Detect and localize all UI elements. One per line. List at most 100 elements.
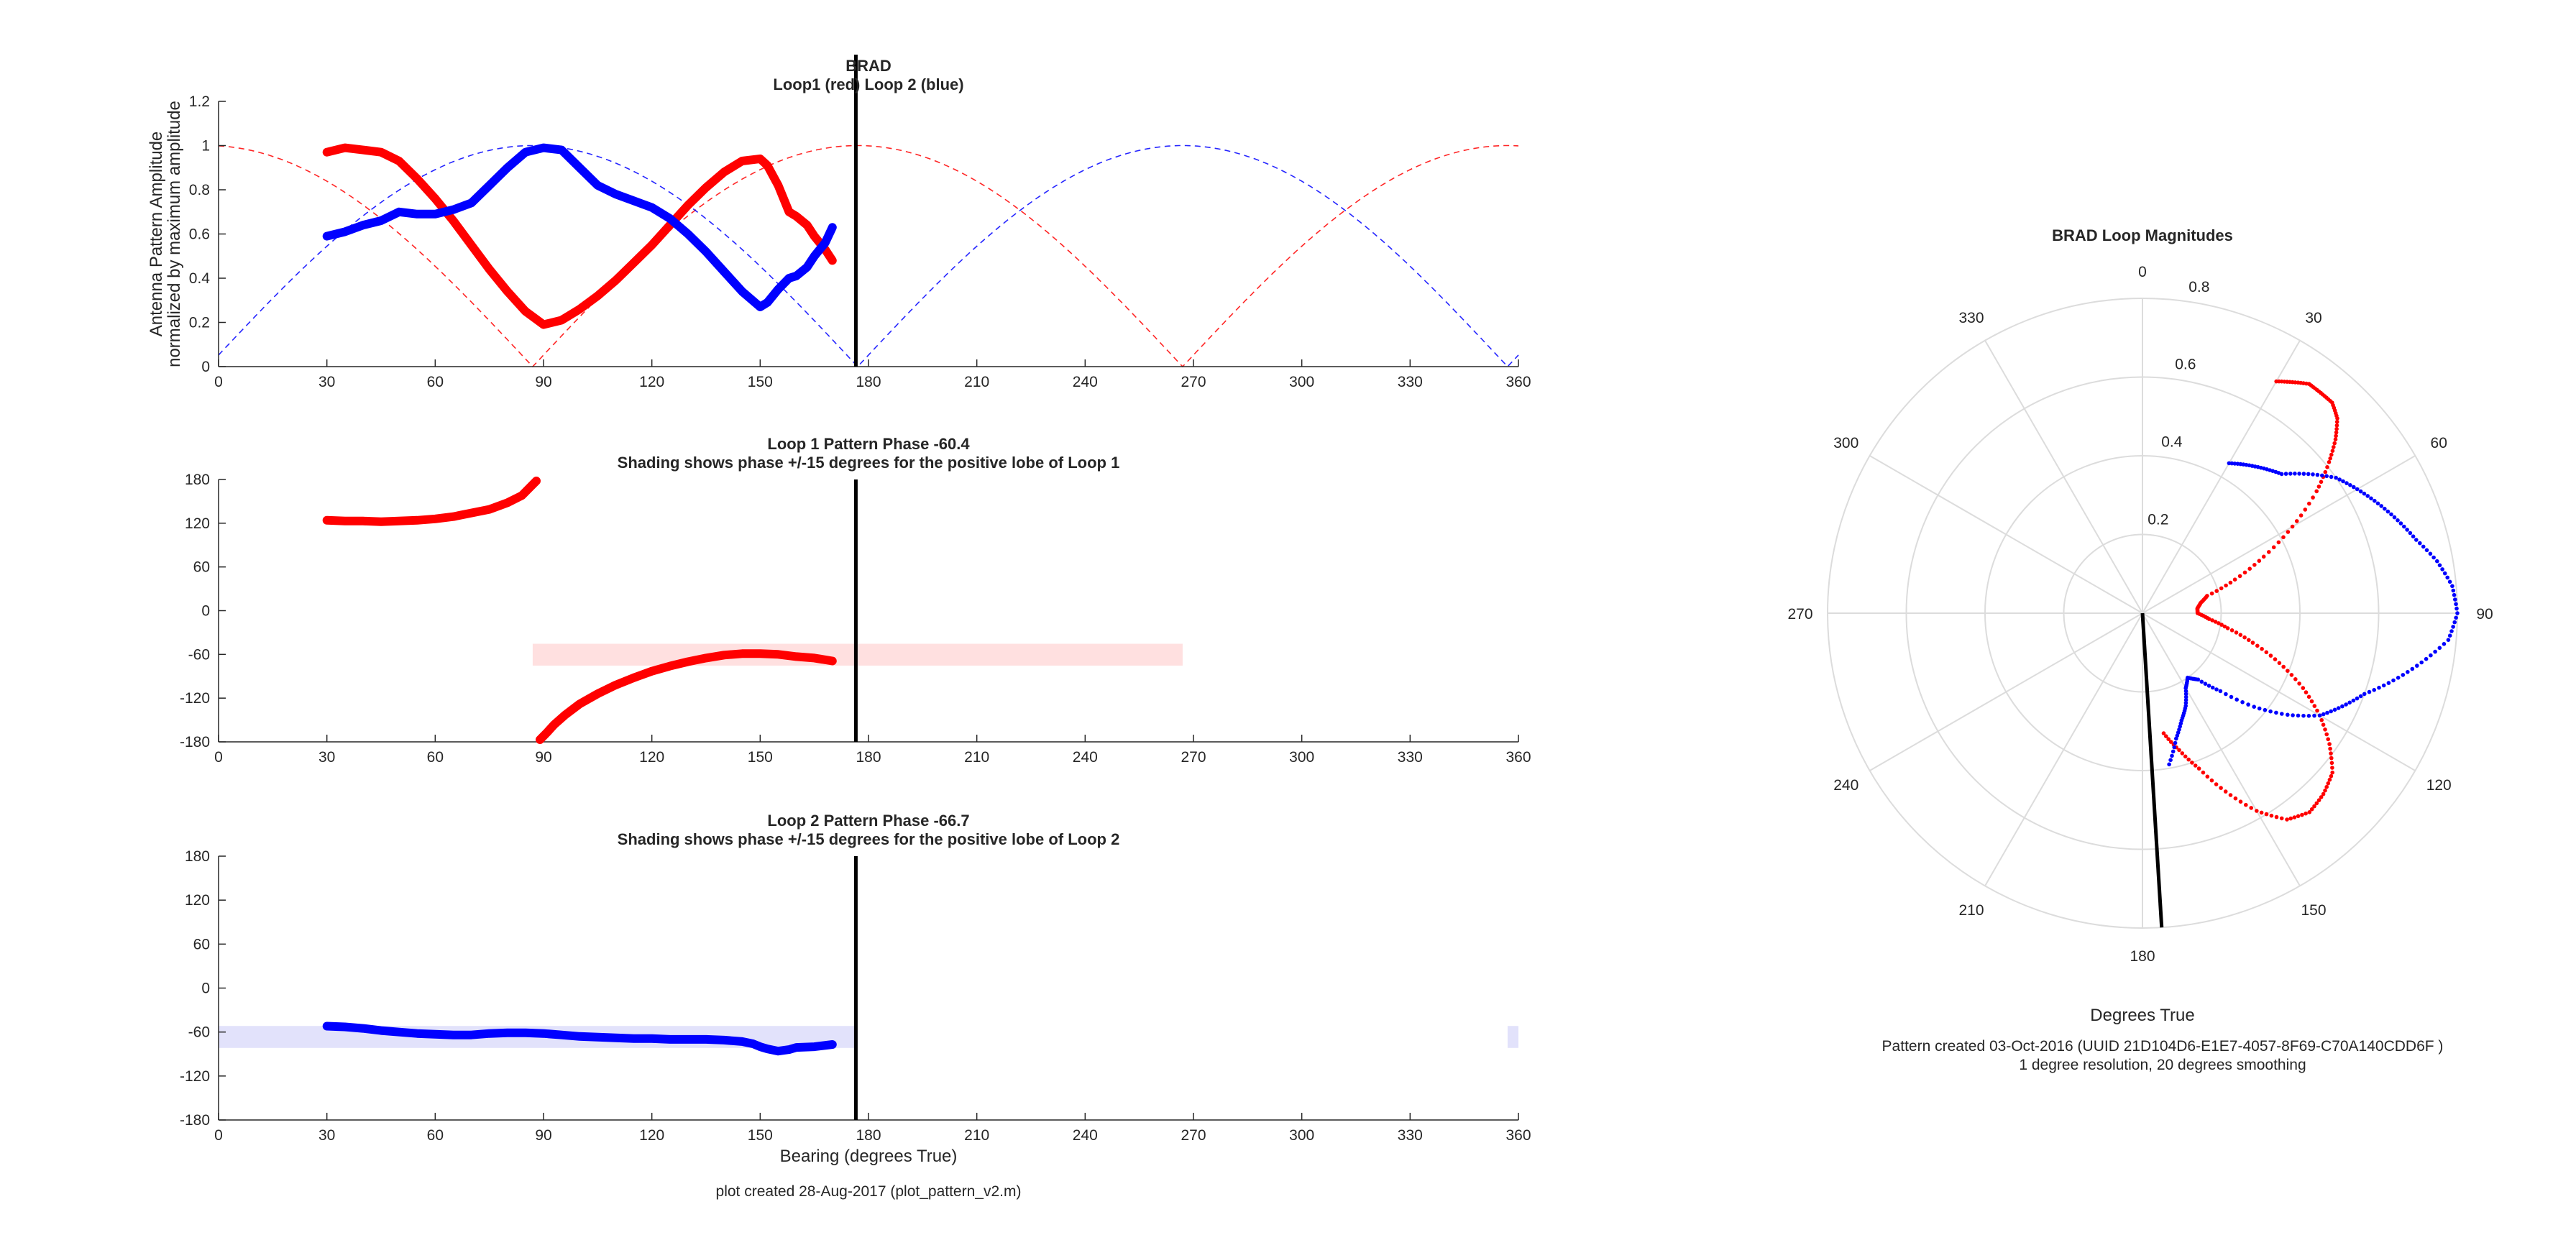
loop2-polar-data-point — [2296, 713, 2301, 718]
loop1-polar-data-point — [2286, 669, 2290, 673]
loop2-polar-data-point — [2337, 477, 2342, 482]
loop2-data-point — [630, 196, 638, 205]
loop2-polar-data-point — [2183, 689, 2188, 694]
loop1-polar-data-point — [2268, 653, 2273, 658]
loop1-polar-data-point — [2293, 677, 2298, 681]
loop1-data-point — [485, 265, 494, 274]
loop1-data-point — [359, 146, 367, 155]
loop2-data-point — [785, 1045, 794, 1054]
loop1-data-point — [684, 201, 692, 210]
loop1-data-point — [377, 518, 385, 526]
loop1-data-point — [593, 292, 602, 300]
angular-grid-line — [2142, 455, 2416, 614]
y-tick-label: -60 — [188, 1024, 210, 1041]
angle-tick-label: 30 — [2305, 310, 2321, 326]
loop1-polar-data-point — [2314, 489, 2319, 494]
loop1-polar-data-point — [2306, 694, 2311, 699]
loop1-polar-data-point — [2323, 788, 2327, 793]
loop2-polar-data-point — [2445, 575, 2449, 580]
loop1-data-point — [467, 241, 476, 249]
loop1-data-point — [359, 517, 367, 525]
loop1-data-point — [630, 258, 638, 267]
loop2-polar-data-point — [2389, 512, 2393, 517]
loop1-data-point — [828, 656, 837, 665]
loop1-polar-data-point — [2214, 782, 2219, 786]
loop2-polar-data-point — [2227, 461, 2232, 466]
loop1-polar-data-point — [2335, 416, 2339, 421]
loop1-polar-data-point — [2307, 501, 2311, 506]
loop2-polar-data-point — [2454, 602, 2458, 607]
loop2-polar-data-point — [2183, 694, 2188, 699]
chart-title: BRAD — [845, 57, 891, 75]
loop1-polar-data-point — [2324, 732, 2329, 737]
loop1-polar-data-point — [2219, 623, 2224, 627]
loop1-polar-data-point — [2334, 423, 2339, 428]
loop2-polar-data-point — [2348, 483, 2352, 487]
loop2-polar-data-point — [2183, 686, 2188, 691]
loop1-polar-data-point — [2166, 737, 2171, 741]
loop1-polar-data-point — [2329, 773, 2334, 779]
loop2-polar-data-point — [2257, 706, 2262, 711]
loop2-polar-data-point — [2279, 472, 2284, 477]
bearing-marker-line — [2140, 612, 2164, 928]
loop2-polar-data-point — [2329, 709, 2333, 714]
x-tick-label: 180 — [856, 374, 881, 390]
loop2-data-point — [413, 1029, 421, 1038]
loop1-polar-data-point — [2301, 686, 2306, 690]
loop2-polar-data-point — [2288, 472, 2293, 476]
loop1-data-point — [525, 484, 533, 492]
y-tick-label: 0 — [201, 981, 210, 997]
loop2-data-point — [449, 206, 457, 214]
loop1-data-point — [684, 657, 692, 666]
x-tick-label: 120 — [639, 1127, 664, 1144]
loop2-polar-data-point — [2428, 551, 2433, 556]
y-tick-label: 180 — [185, 472, 210, 488]
loop1-polar-data-point — [2298, 513, 2304, 518]
loop2-polar-data-point — [2375, 501, 2380, 506]
chart-subtitle: Loop1 (red) Loop 2 (blue) — [773, 75, 963, 93]
loop1-polar-data-point — [2228, 793, 2233, 797]
loop1-data-point — [431, 515, 439, 523]
loop2-polar-data-point — [2347, 700, 2352, 705]
x-tick-label: 90 — [535, 1127, 551, 1144]
loop1-polar-data-point — [2330, 766, 2334, 770]
loop2-polar-data-point — [2183, 692, 2188, 697]
loop1-polar-data-point — [2307, 810, 2312, 814]
loop1-data-point — [413, 516, 421, 525]
loop1-data-point — [630, 674, 638, 682]
loop2-polar-data-point — [2203, 681, 2208, 686]
loop2-polar-data-point — [2386, 681, 2391, 685]
loop2-polar-data-point — [2293, 472, 2297, 476]
angular-grid-line — [1984, 340, 2143, 614]
loop2-polar-data-point — [2229, 461, 2234, 466]
loop2-polar-data-point — [2341, 479, 2345, 484]
loop2-polar-data-point — [2306, 472, 2311, 477]
loop1-polar-data-point — [2161, 731, 2166, 735]
loop1-polar-data-point — [2323, 727, 2327, 732]
loop1-polar-data-point — [2264, 650, 2269, 655]
x-tick-label: 300 — [1289, 749, 1314, 766]
loop1-polar-data-point — [2303, 508, 2308, 512]
loop2-data-point — [395, 1028, 403, 1037]
loop1-polar-data-point — [2304, 811, 2308, 816]
loop2-polar-data-point — [2450, 584, 2454, 589]
x-tick-label: 360 — [1505, 374, 1531, 390]
loop1-data-point — [785, 208, 794, 216]
loop2-polar-data-point — [2419, 660, 2424, 665]
loop2-polar-data-point — [2283, 472, 2288, 476]
angle-tick-label: 150 — [2301, 902, 2326, 919]
loop2-data-point — [557, 146, 566, 155]
angular-grid-line — [2142, 612, 2301, 886]
loop2-polar-data-point — [2402, 524, 2406, 529]
loop2-polar-data-point — [2377, 685, 2381, 690]
loop2-polar-data-point — [2214, 687, 2219, 692]
loop1-data-point — [341, 144, 349, 152]
loop2-polar-data-point — [2401, 673, 2406, 677]
loop1-polar-data-point — [2225, 626, 2230, 630]
loop1-polar-data-point — [2321, 791, 2326, 796]
pattern-note-line-1: Pattern created 03-Oct-2016 (UUID 21D104… — [1882, 1038, 2444, 1055]
x-axis-label: Bearing (degrees True) — [780, 1147, 958, 1166]
loop1-polar-data-point — [2233, 796, 2238, 801]
loop2-polar-data-point — [2452, 620, 2457, 625]
x-tick-label: 60 — [427, 749, 444, 766]
